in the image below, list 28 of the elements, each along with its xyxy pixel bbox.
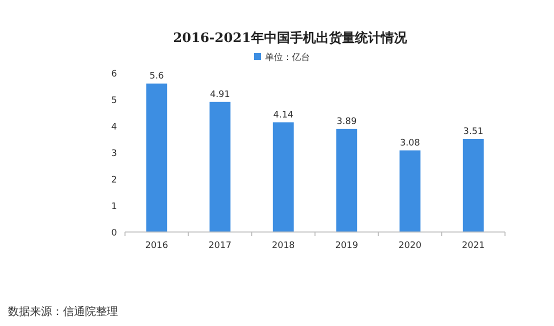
bar (210, 102, 230, 232)
x-tick-label: 2019 (335, 241, 358, 251)
bar (146, 84, 168, 232)
data-label: 3.51 (463, 126, 484, 137)
bar (400, 150, 420, 232)
bar (336, 128, 358, 232)
x-tick-label: 2021 (462, 241, 485, 251)
source-note: 数据来源：信通院整理 (8, 305, 118, 318)
data-label: 5.6 (150, 72, 164, 82)
x-tick-label: 2018 (272, 241, 296, 251)
y-tick-label: 1 (111, 202, 117, 212)
y-tick-label: 0 (111, 228, 118, 238)
bar (272, 122, 294, 232)
x-tick-label: 2020 (398, 241, 422, 251)
data-label: 4.14 (273, 110, 294, 120)
data-label: 4.91 (210, 90, 230, 100)
legend-label: 单位：亿台 (265, 52, 310, 63)
chart-title: 2016-2021年中国手机出货量统计情况 (173, 30, 408, 46)
y-tick-label: 3 (111, 149, 117, 159)
bar (462, 138, 484, 232)
data-label: 3.89 (336, 116, 357, 127)
y-tick-label: 5 (111, 96, 117, 106)
x-tick-label: 2017 (208, 241, 232, 251)
y-tick-label: 6 (111, 70, 118, 80)
y-tick-label: 4 (111, 122, 118, 132)
x-tick-label: 2016 (145, 241, 168, 251)
y-tick-label: 2 (111, 176, 117, 186)
data-label: 3.08 (400, 138, 420, 148)
